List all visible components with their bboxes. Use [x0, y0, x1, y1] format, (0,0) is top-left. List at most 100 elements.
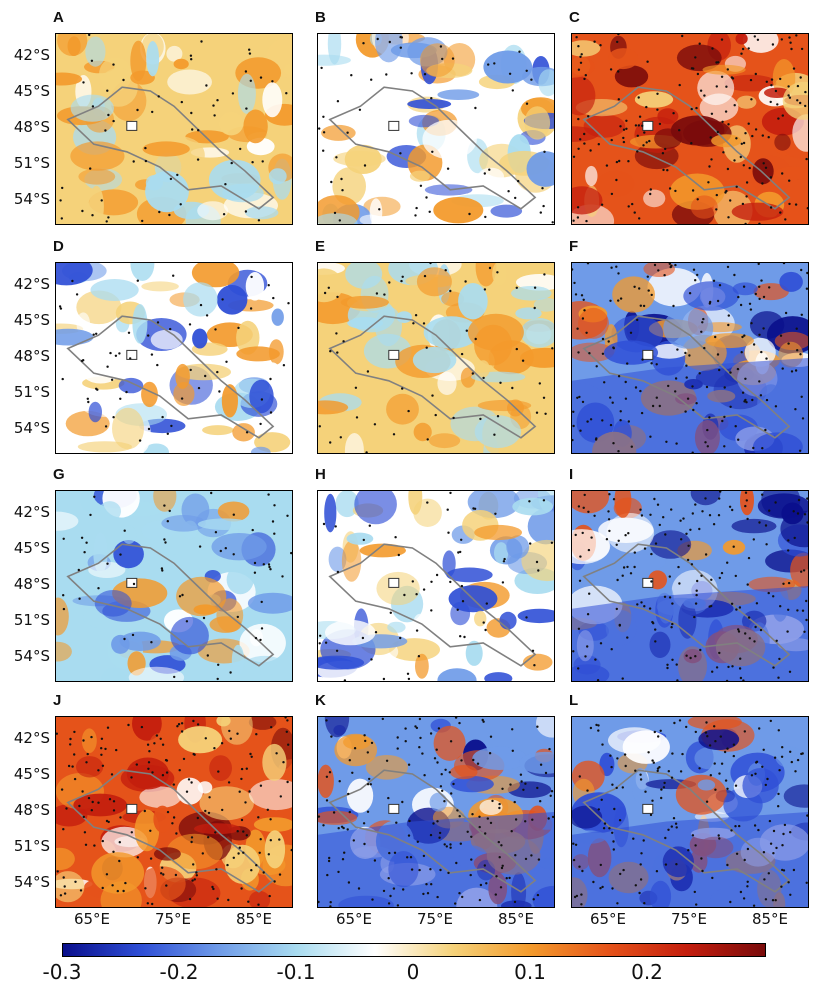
- significance-dot: [162, 873, 165, 876]
- significance-dot: [699, 89, 703, 92]
- significance-dot: [625, 119, 628, 123]
- plateau-contour: [328, 543, 537, 667]
- anomaly-patch: [219, 111, 244, 136]
- significance-dot: [363, 734, 366, 737]
- significance-dot: [746, 583, 749, 586]
- significance-dot: [536, 725, 539, 728]
- significance-dot: [401, 275, 404, 278]
- significance-dot: [715, 666, 719, 669]
- significance-dot: [715, 193, 718, 197]
- significance-dot: [71, 765, 74, 768]
- anomaly-patch: [572, 76, 596, 116]
- anomaly-patch: [499, 611, 517, 630]
- significance-dot: [257, 903, 260, 906]
- significance-dot: [62, 594, 65, 597]
- anomaly-patch: [387, 621, 406, 633]
- anomaly-patch: [423, 606, 446, 634]
- anomaly-patch: [153, 491, 177, 512]
- significance-dot: [255, 864, 258, 867]
- significance-dot: [493, 62, 496, 65]
- significance-dot: [539, 800, 542, 803]
- significance-dot: [336, 570, 340, 574]
- significance-dot: [797, 498, 801, 502]
- significance-dot: [612, 442, 615, 445]
- significance-dot: [318, 127, 321, 130]
- significance-dot: [726, 863, 729, 867]
- significance-dot: [762, 327, 765, 330]
- significance-dot: [609, 299, 612, 302]
- anomaly-patch: [56, 871, 85, 903]
- significance-dot: [118, 841, 121, 844]
- significance-dot: [592, 880, 595, 884]
- significance-dot: [97, 801, 100, 804]
- colorbar-tick-label: 0.2: [631, 960, 663, 984]
- anomaly-patch: [250, 446, 271, 453]
- latitude-label: 42°S: [13, 46, 50, 64]
- significance-dot: [87, 400, 90, 404]
- significance-dot: [775, 846, 778, 850]
- significance-dot: [368, 777, 371, 781]
- significance-dot: [801, 417, 805, 420]
- significance-dot: [765, 80, 768, 83]
- significance-dot: [208, 796, 211, 799]
- significance-dot: [577, 505, 581, 508]
- significance-dot: [772, 595, 775, 598]
- significance-dot: [127, 723, 130, 727]
- panel-letter: K: [315, 692, 326, 709]
- significance-dot: [168, 509, 171, 513]
- anomaly-patch: [386, 393, 419, 425]
- significance-dot: [366, 810, 370, 813]
- significance-dot: [497, 840, 500, 844]
- significance-dot: [621, 574, 624, 577]
- latitude-label: 42°S: [13, 729, 50, 747]
- significance-dot: [418, 746, 421, 749]
- significance-dot: [767, 872, 770, 875]
- significance-dot: [197, 386, 201, 390]
- significance-dot: [747, 122, 750, 125]
- significance-dot: [364, 739, 367, 743]
- significance-dot: [622, 136, 625, 140]
- anomaly-patch: [433, 725, 466, 761]
- significance-dot: [758, 222, 761, 224]
- significance-dot: [579, 429, 582, 432]
- significance-dot: [147, 427, 151, 431]
- significance-dot: [805, 618, 808, 622]
- significance-dot: [258, 851, 261, 854]
- panel-letter: E: [315, 238, 326, 255]
- significance-dot: [639, 304, 642, 307]
- significance-dot: [653, 263, 657, 267]
- significance-dot: [806, 271, 808, 275]
- anomaly-patch: [94, 590, 132, 617]
- significance-dot: [465, 329, 468, 332]
- significance-dot: [422, 854, 426, 858]
- significance-dot: [672, 304, 675, 308]
- significance-dot: [493, 433, 496, 436]
- significance-dot: [515, 286, 518, 289]
- significance-dot: [572, 438, 574, 442]
- significance-dot: [396, 736, 399, 739]
- significance-dot: [169, 327, 172, 331]
- significance-dot: [165, 771, 169, 774]
- significance-dot: [216, 99, 219, 102]
- significance-dot: [474, 106, 477, 110]
- significance-dot: [240, 767, 244, 771]
- significance-dot: [666, 169, 669, 172]
- significance-dot: [238, 790, 241, 793]
- significance-dot: [487, 63, 490, 66]
- significance-dot: [607, 518, 611, 521]
- significance-dot: [286, 719, 289, 722]
- significance-dot: [541, 187, 544, 190]
- anomaly-patch: [492, 263, 507, 286]
- significance-dot: [151, 771, 154, 774]
- significance-dot: [131, 633, 135, 637]
- significance-dot: [800, 395, 803, 398]
- significance-dot: [643, 547, 647, 550]
- significance-dot: [396, 747, 399, 750]
- significance-dot: [731, 508, 734, 512]
- significance-dot: [69, 743, 72, 746]
- significance-dot: [695, 106, 698, 110]
- significance-dot: [670, 825, 673, 828]
- significance-dot: [421, 752, 424, 755]
- significance-dot: [742, 141, 746, 145]
- anomaly-patch: [175, 363, 190, 389]
